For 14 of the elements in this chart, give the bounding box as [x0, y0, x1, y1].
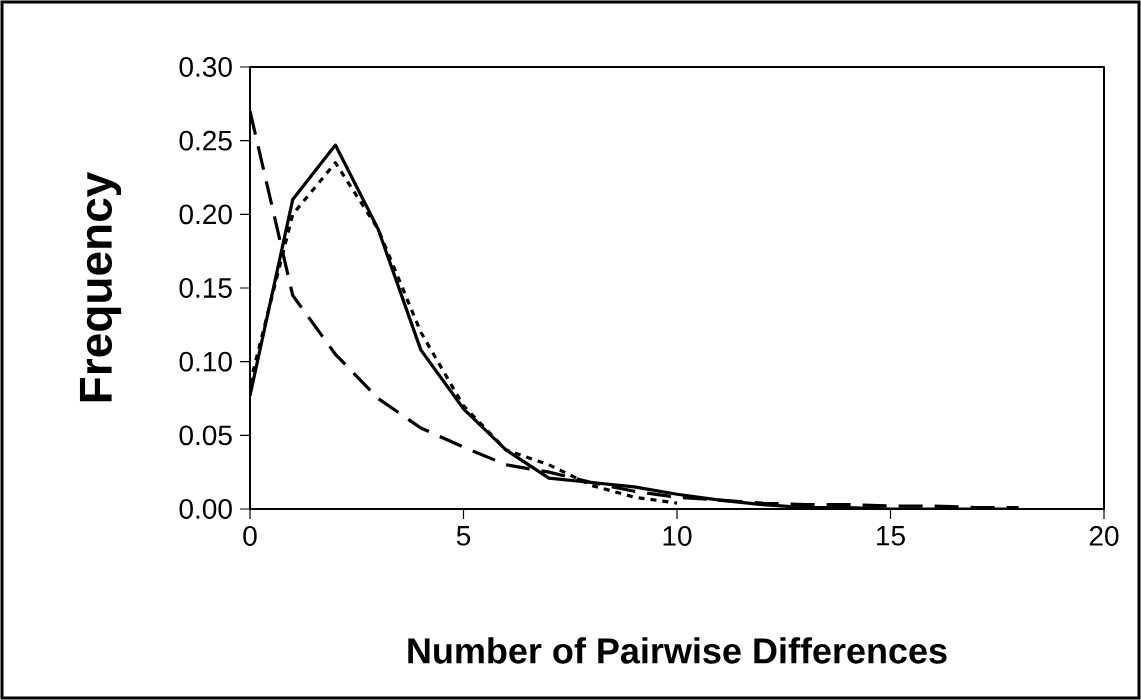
y-tick-label: 0.30: [179, 57, 232, 77]
y-tick-label: 0.25: [179, 130, 232, 151]
y-tick-label: 0.05: [179, 425, 232, 446]
y-tick-label: 0.00: [179, 499, 232, 519]
y-tick-label: 0.15: [179, 278, 232, 298]
x-tick-label: 15: [877, 526, 905, 546]
y-tick-label: 0.10: [179, 351, 232, 372]
x-tick-label: 5: [456, 526, 471, 546]
x-tick-label: 20: [1089, 526, 1119, 546]
x-tick-label: 0: [243, 526, 257, 546]
y-axis-title: Frequency: [79, 171, 122, 402]
x-axis-title: Number of Pairwise Differences: [408, 637, 947, 664]
x-tick-label: 10: [663, 526, 692, 546]
y-tick-label: 0.20: [179, 204, 232, 225]
